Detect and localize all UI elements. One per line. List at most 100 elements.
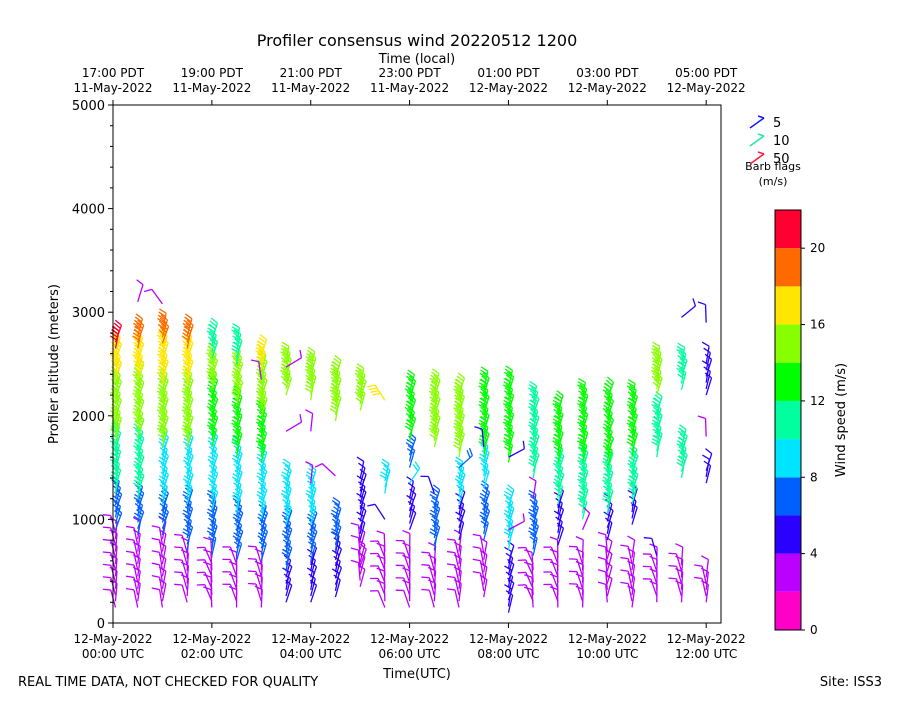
top-tick-label-time: 17:00 PDT	[82, 66, 145, 80]
wind-barb-staff	[375, 504, 385, 519]
wind-barb-flag	[144, 289, 152, 291]
wind-barb-flag	[255, 549, 262, 552]
legend-label: 50	[773, 152, 790, 167]
wind-barb-flag	[576, 537, 583, 540]
wind-barb-flag	[152, 576, 160, 578]
wind-barb-flag	[447, 539, 455, 540]
wind-barb-flag	[620, 570, 628, 571]
wind-barb-flag	[103, 552, 111, 553]
legend-barb-staff	[750, 136, 764, 146]
wind-barb-flag	[248, 559, 256, 560]
colorbar-tick-label: 8	[810, 470, 818, 484]
wind-barb-flag	[598, 557, 606, 559]
x-tick-label-time: 12:00 UTC	[675, 647, 737, 661]
wind-barb-flag	[669, 553, 677, 554]
colorbar-tick-label: 16	[810, 318, 825, 332]
wind-barb-flag	[598, 582, 606, 584]
wind-barb-flag	[174, 572, 182, 573]
legend-barb-staff	[750, 118, 764, 128]
legend-barb-flag	[758, 134, 764, 136]
plot-frame	[113, 105, 721, 623]
legend-label: 5	[773, 116, 781, 131]
legend-label: 10	[773, 134, 790, 149]
wind-barb-flag	[669, 578, 677, 579]
x-tick-label-date: 12-May-2022	[568, 632, 647, 646]
wind-barb-flag	[523, 513, 524, 521]
y-tick-label: 4000	[72, 203, 105, 218]
top-tick-label-date: 11-May-2022	[370, 81, 449, 95]
colorbar-band	[775, 439, 801, 477]
wind-barb-flag	[137, 280, 143, 285]
wind-barb-flag	[103, 577, 111, 578]
footer-quality-note: REAL TIME DATA, NOT CHECKED FOR QUALITY	[18, 675, 318, 690]
wind-barb-flag	[357, 457, 364, 461]
wind-barb-flag	[598, 545, 606, 547]
legend-barb-flag	[758, 152, 764, 154]
wind-barb-flag	[620, 545, 628, 546]
wind-barb-flag	[675, 544, 682, 547]
footer-site: Site: ISS3	[820, 675, 882, 690]
chart-title: Profiler consensus wind 20220512 1200	[257, 31, 578, 50]
wind-barb-flag	[315, 464, 322, 468]
wind-barb-staff	[322, 464, 335, 476]
wind-barb-flag	[174, 535, 182, 536]
wind-barb-flag	[367, 385, 375, 387]
colorbar-band	[775, 401, 801, 439]
wind-barb-flag	[628, 536, 635, 540]
x-tick-label-time: 08:00 UTC	[477, 647, 539, 661]
wind-barb-flag	[126, 576, 134, 577]
wind-barb-flag	[447, 552, 455, 553]
wind-barb-flag	[705, 449, 711, 454]
wind-barb-flag	[473, 572, 481, 573]
wind-barb-flag	[576, 549, 583, 552]
wind-barb-staff	[311, 413, 313, 431]
top-tick-label-time: 03:00 PDT	[576, 66, 639, 80]
colorbar-band	[775, 325, 801, 363]
x-tick-label-time: 10:00 UTC	[576, 647, 638, 661]
wind-barb-flag	[248, 571, 256, 572]
wind-barb-flag	[152, 588, 160, 590]
wind-barb-flag	[126, 539, 134, 540]
top-tick-label-time: 05:00 PDT	[675, 66, 738, 80]
wind-barb-flag	[473, 534, 481, 535]
wind-barb-flag	[103, 540, 111, 541]
wind-barb-flag	[351, 523, 359, 525]
wind-barb-flag	[126, 551, 134, 552]
wind-barb-flag	[669, 566, 677, 567]
x-axis-label: Time(UTC)	[382, 667, 451, 682]
top-tick-label-time: 19:00 PDT	[181, 66, 244, 80]
wind-barb-flag	[229, 549, 236, 552]
wind-barb-flag	[550, 537, 558, 540]
wind-barb-flag	[371, 391, 379, 393]
top-axis-label: Time (local)	[378, 52, 455, 67]
wind-barb-staff	[286, 422, 301, 431]
colorbar-band	[775, 515, 801, 553]
wind-barb-flag	[248, 584, 256, 585]
colorbar-band	[775, 363, 801, 401]
top-tick-label-time: 21:00 PDT	[280, 66, 343, 80]
x-tick-label-date: 12-May-2022	[73, 632, 152, 646]
colorbar-label: Wind speed (m/s)	[834, 363, 849, 477]
wind-barb-staff	[681, 306, 695, 317]
legend-barb-flag	[758, 116, 764, 118]
wind-barb-flag	[126, 589, 134, 590]
top-tick-label-date: 12-May-2022	[568, 81, 647, 95]
wind-barb-flag	[369, 388, 377, 390]
y-tick-label: 0	[97, 617, 105, 632]
top-tick-label-time: 23:00 PDT	[378, 66, 441, 80]
colorbar-band	[775, 554, 801, 592]
top-tick-label-date: 11-May-2022	[73, 81, 152, 95]
wind-barb-flag	[698, 302, 706, 305]
wind-barb-flag	[447, 589, 455, 590]
wind-barb-flag	[152, 526, 160, 528]
wind-barb-flag	[248, 546, 256, 547]
wind-barb-flag	[305, 462, 312, 466]
wind-barb-staff	[706, 305, 707, 323]
wind-barb-flag	[701, 556, 708, 560]
wind-barb-flag	[103, 564, 111, 565]
wind-barb-staff	[706, 454, 712, 471]
wind-barb-flag	[300, 414, 301, 422]
x-tick-label-time: 02:00 UTC	[181, 647, 243, 661]
